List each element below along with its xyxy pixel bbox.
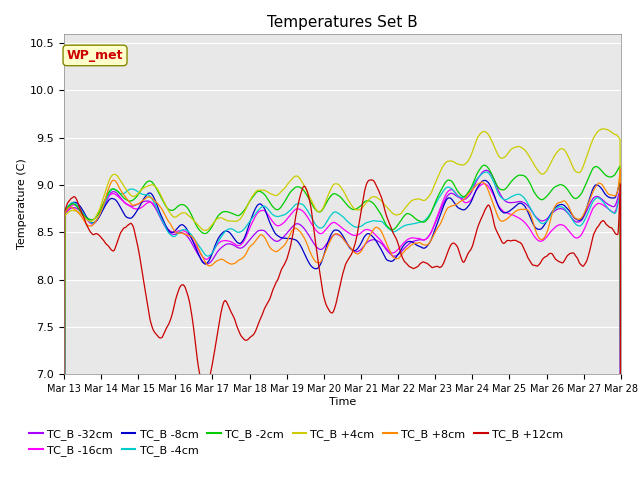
TC_B -4cm (308, 215, 316, 221)
Line: TC_B -4cm: TC_B -4cm (64, 172, 621, 480)
TC_B -8cm (103, 200, 111, 205)
TC_B -16cm (308, 221, 316, 227)
TC_B -4cm (103, 195, 111, 201)
TC_B +12cm (378, 194, 385, 200)
TC_B -2cm (481, 162, 488, 168)
TC_B -4cm (377, 218, 385, 224)
TC_B +12cm (103, 242, 111, 248)
TC_B -32cm (308, 237, 316, 243)
TC_B -16cm (318, 230, 326, 236)
TC_B -8cm (126, 216, 134, 221)
TC_B +8cm (616, 166, 624, 172)
TC_B +4cm (308, 198, 316, 204)
TC_B +4cm (599, 126, 607, 132)
TC_B -8cm (308, 264, 316, 270)
TC_B +12cm (126, 221, 134, 227)
TC_B -8cm (377, 246, 385, 252)
Title: Temperatures Set B: Temperatures Set B (267, 15, 418, 30)
TC_B +4cm (126, 191, 134, 197)
Legend: TC_B -32cm, TC_B -16cm, TC_B -8cm, TC_B -4cm, TC_B -2cm, TC_B +4cm, TC_B +8cm, T: TC_B -32cm, TC_B -16cm, TC_B -8cm, TC_B … (25, 424, 568, 460)
TC_B -2cm (377, 211, 385, 217)
TC_B -2cm (296, 184, 304, 190)
TC_B -2cm (308, 201, 316, 207)
TC_B -2cm (103, 192, 111, 198)
TC_B +8cm (103, 190, 111, 196)
TC_B -2cm (318, 208, 326, 214)
Line: TC_B -8cm: TC_B -8cm (64, 180, 621, 480)
TC_B +8cm (318, 257, 326, 263)
TC_B -16cm (103, 196, 111, 202)
Line: TC_B +8cm: TC_B +8cm (64, 169, 621, 480)
TC_B +4cm (318, 207, 326, 213)
TC_B +12cm (318, 283, 326, 289)
TC_B -8cm (296, 242, 304, 248)
Line: TC_B -2cm: TC_B -2cm (64, 165, 621, 480)
TC_B +8cm (377, 228, 385, 234)
TC_B -16cm (480, 181, 488, 187)
Line: TC_B +4cm: TC_B +4cm (64, 129, 621, 480)
TC_B +8cm (296, 229, 304, 235)
Line: TC_B +12cm: TC_B +12cm (64, 180, 621, 480)
TC_B -8cm (481, 178, 489, 183)
TC_B -8cm (318, 258, 326, 264)
X-axis label: Time: Time (329, 397, 356, 407)
TC_B +4cm (296, 176, 304, 182)
TC_B +8cm (126, 200, 134, 205)
TC_B -32cm (318, 246, 326, 252)
TC_B -4cm (318, 225, 326, 231)
TC_B -4cm (617, 471, 625, 477)
TC_B +8cm (308, 253, 316, 259)
TC_B +8cm (617, 382, 625, 387)
TC_B -4cm (126, 186, 134, 192)
TC_B -32cm (103, 197, 111, 203)
Text: WP_met: WP_met (67, 49, 124, 62)
TC_B -16cm (126, 203, 134, 209)
TC_B +4cm (103, 183, 111, 189)
Line: TC_B -16cm: TC_B -16cm (64, 184, 621, 480)
TC_B +12cm (368, 177, 376, 183)
TC_B +4cm (377, 197, 385, 203)
Y-axis label: Temperature (C): Temperature (C) (17, 158, 27, 250)
TC_B -2cm (126, 198, 134, 204)
TC_B -16cm (296, 206, 304, 212)
TC_B +12cm (296, 193, 304, 199)
Line: TC_B -32cm: TC_B -32cm (64, 170, 621, 480)
TC_B -16cm (377, 238, 385, 243)
TC_B +12cm (308, 210, 316, 216)
TC_B +12cm (617, 463, 625, 468)
TC_B -32cm (126, 203, 134, 209)
TC_B -4cm (296, 201, 304, 207)
TC_B -32cm (296, 222, 304, 228)
TC_B -32cm (377, 240, 385, 246)
TC_B -32cm (483, 168, 490, 173)
TC_B -2cm (617, 453, 625, 459)
TC_B -4cm (482, 169, 490, 175)
